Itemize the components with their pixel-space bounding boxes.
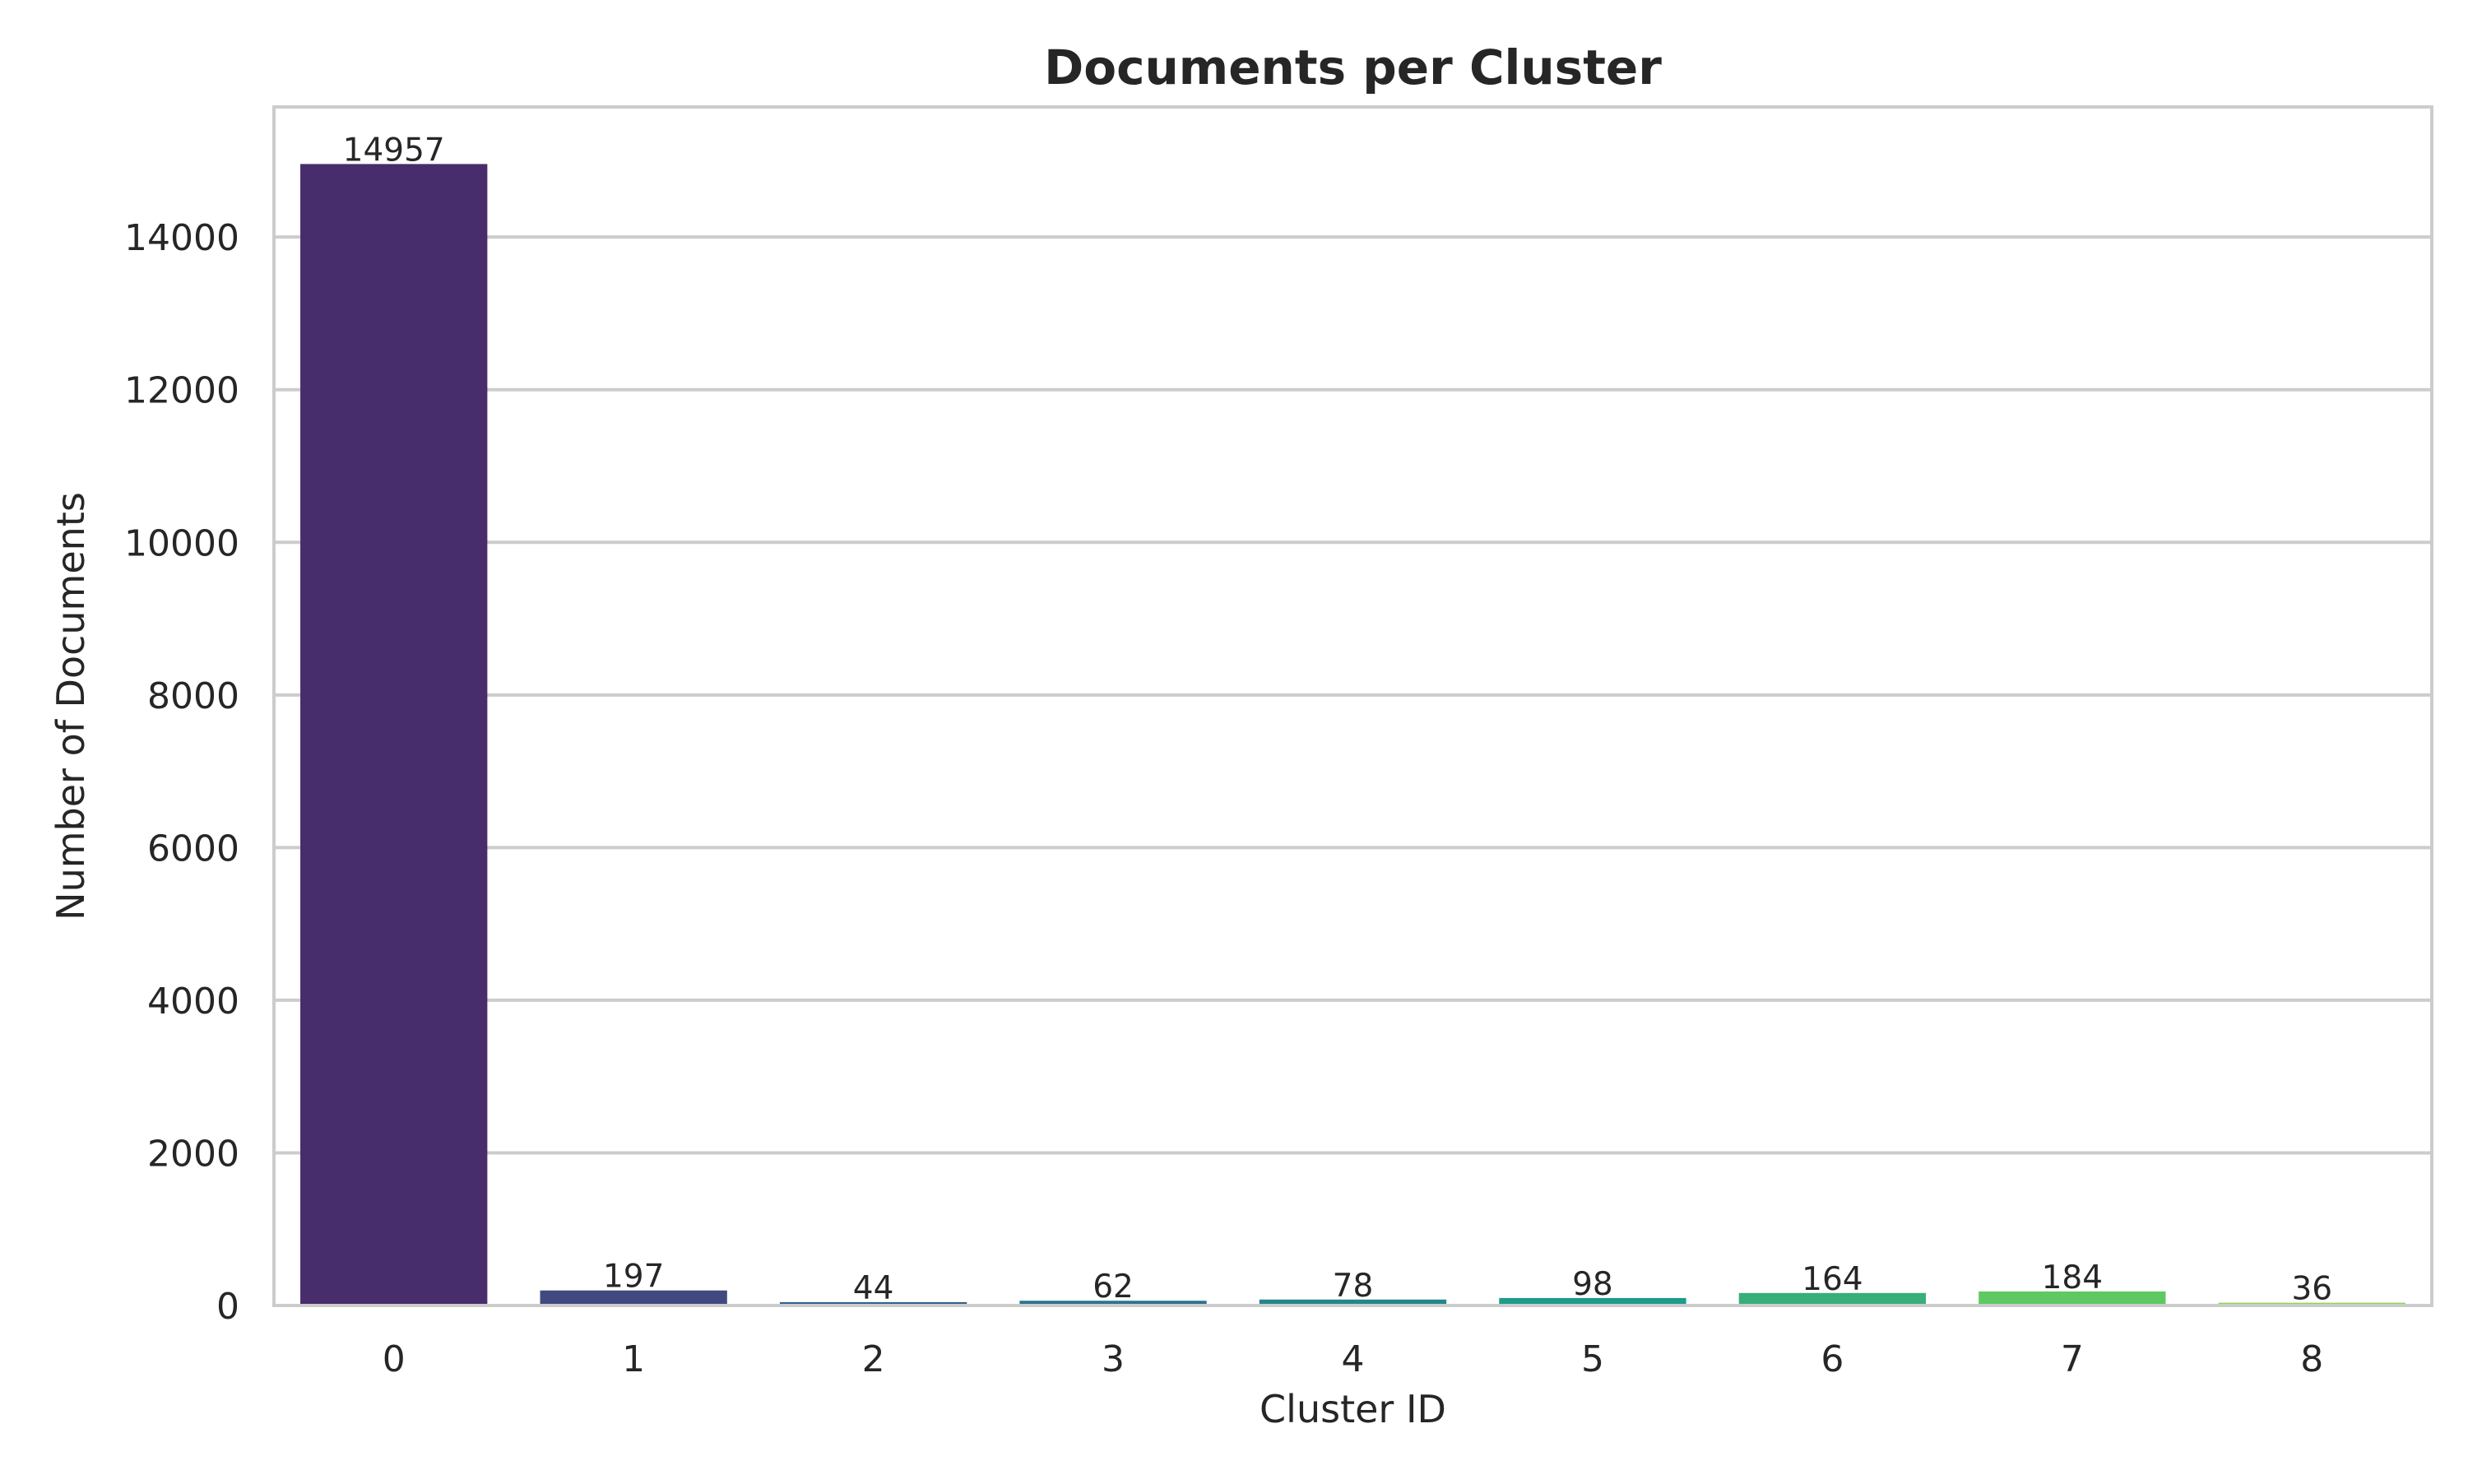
bar-value-label: 44 <box>853 1270 894 1307</box>
bar <box>1499 1297 1686 1305</box>
bar <box>1019 1301 1207 1305</box>
chart-title: Documents per Cluster <box>1044 39 1662 95</box>
bar <box>300 164 488 1306</box>
bar-value-label: 78 <box>1333 1268 1374 1305</box>
bar <box>1979 1291 2166 1305</box>
bar-value-label: 164 <box>1802 1261 1863 1298</box>
bar-value-label: 14957 <box>343 132 445 169</box>
x-tick-label: 1 <box>622 1338 645 1380</box>
x-tick-label: 3 <box>1102 1338 1125 1380</box>
y-tick-label: 10000 <box>124 522 239 564</box>
x-axis-label: Cluster ID <box>1260 1387 1446 1431</box>
y-axis-ticks: 0 2000 4000 6000 8000 10000 12000 14000 <box>124 217 239 1328</box>
x-tick-label: 6 <box>1821 1338 1844 1380</box>
bar <box>540 1290 727 1305</box>
bar <box>1259 1299 1447 1305</box>
bar-value-label: 197 <box>603 1259 664 1296</box>
x-axis-ticks: 0 1 2 3 4 5 6 7 8 <box>383 1338 2324 1380</box>
bar-labels: 14957 197 44 62 78 98 164 184 36 <box>343 132 2332 1307</box>
y-tick-label: 2000 <box>147 1133 239 1175</box>
bar-value-label: 184 <box>2042 1259 2103 1296</box>
y-tick-label: 14000 <box>124 217 239 259</box>
bar-value-label: 62 <box>1093 1268 1134 1305</box>
y-tick-label: 0 <box>216 1286 239 1328</box>
bar <box>1738 1292 1927 1305</box>
y-tick-label: 6000 <box>147 828 239 870</box>
x-tick-label: 7 <box>2061 1338 2084 1380</box>
y-tick-label: 12000 <box>124 370 239 412</box>
y-tick-label: 4000 <box>147 981 239 1023</box>
x-tick-label: 5 <box>1581 1338 1604 1380</box>
bar-value-label: 98 <box>1572 1266 1613 1303</box>
y-tick-label: 8000 <box>147 675 239 717</box>
x-tick-label: 2 <box>862 1338 885 1380</box>
plot-frame <box>272 105 2433 1307</box>
x-tick-label: 8 <box>2300 1338 2323 1380</box>
bar <box>779 1301 967 1305</box>
bar-value-label: 36 <box>2291 1271 2332 1308</box>
bars <box>300 164 2405 1306</box>
y-axis-label: Number of Documents <box>49 492 93 921</box>
x-tick-label: 4 <box>1342 1338 1365 1380</box>
x-tick-label: 0 <box>383 1338 406 1380</box>
